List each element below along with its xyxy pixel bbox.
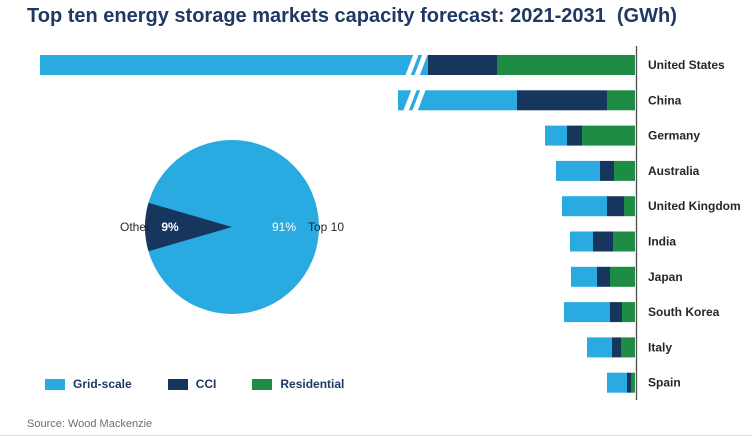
bar-segment-cci <box>567 125 582 146</box>
country-label: Italy <box>648 340 672 354</box>
bar-row <box>571 266 635 287</box>
country-label: Spain <box>648 376 681 390</box>
bar-row <box>570 231 635 252</box>
country-label: China <box>648 93 682 107</box>
source-note: Source: Wood Mackenzie <box>27 418 153 430</box>
bar-row <box>398 90 635 111</box>
bar-segment-residential <box>497 55 635 75</box>
bar-segment-grid-scale <box>545 125 567 146</box>
bar-segment-grid-scale <box>570 231 593 252</box>
bar-segment-grid-scale <box>562 196 607 217</box>
legend-label: CCI <box>195 377 217 391</box>
bar-row <box>40 55 635 75</box>
bar-row <box>564 302 635 323</box>
country-label: United Kingdom <box>648 199 741 213</box>
bar-segment-grid-scale <box>587 337 612 358</box>
chart-title: Top ten energy storage markets capacity … <box>27 5 677 27</box>
bar-segment-grid-scale <box>40 55 428 75</box>
bar-segment-cci <box>597 266 610 287</box>
bar-segment-residential <box>631 372 635 393</box>
bar-segment-grid-scale <box>556 160 600 181</box>
bar-segment-cci <box>612 337 621 358</box>
axis-break-mark <box>413 51 429 79</box>
bar-segment-cci <box>627 372 631 393</box>
country-label: United States <box>648 58 725 72</box>
bar-row <box>545 125 635 146</box>
bar-segment-cci <box>593 231 613 252</box>
pie-label-top10: Top 10 <box>308 220 344 234</box>
bar-row <box>587 337 635 358</box>
legend-item: Residential <box>252 377 344 391</box>
bar-segment-residential <box>607 90 635 111</box>
legend-label: Grid-scale <box>73 377 132 391</box>
legend-swatch-residential <box>252 378 273 390</box>
bar-segment-cci <box>610 302 622 323</box>
bar-segment-residential <box>621 337 635 358</box>
legend-swatch-grid_scale <box>45 378 65 390</box>
bar-segment-residential <box>624 196 635 217</box>
bar-segment-grid-scale <box>398 90 517 111</box>
pie-label-other: Other <box>120 220 150 234</box>
bar-segment-residential <box>614 160 635 181</box>
legend-swatch-cci <box>167 378 188 390</box>
bar-row <box>562 196 635 217</box>
bar-segment-grid-scale <box>607 372 627 393</box>
bar-segment-residential <box>613 231 635 252</box>
bar-row <box>607 372 635 393</box>
bar-segment-cci <box>600 160 614 181</box>
legend: Grid-scale CCI Residential <box>45 377 344 391</box>
country-label: India <box>648 235 676 249</box>
country-label: Australia <box>648 164 700 178</box>
bar-segment-grid-scale <box>564 302 610 323</box>
country-label: Japan <box>648 270 683 284</box>
bar-segment-residential <box>622 302 635 323</box>
pie-pct-other: 9% <box>161 220 179 234</box>
bar-segment-cci <box>428 55 497 75</box>
axis-break-mark <box>404 51 420 79</box>
bar-segment-residential <box>610 266 635 287</box>
legend-label: Residential <box>280 377 345 391</box>
country-label: Germany <box>648 129 700 143</box>
pie-slice-other <box>145 202 232 252</box>
bar-segment-grid-scale <box>571 266 597 287</box>
legend-item: CCI <box>167 377 217 391</box>
bar-segment-residential <box>582 125 635 146</box>
bar-segment-cci <box>517 90 607 111</box>
axis-break-mark <box>402 86 418 115</box>
bar-row <box>556 160 635 181</box>
legend-item: Grid-scale <box>45 377 132 391</box>
bar-segment-cci <box>607 196 624 217</box>
axis-break-mark <box>411 86 427 115</box>
country-label: South Korea <box>648 305 720 319</box>
pie-pct-top10: 91% <box>272 220 296 234</box>
